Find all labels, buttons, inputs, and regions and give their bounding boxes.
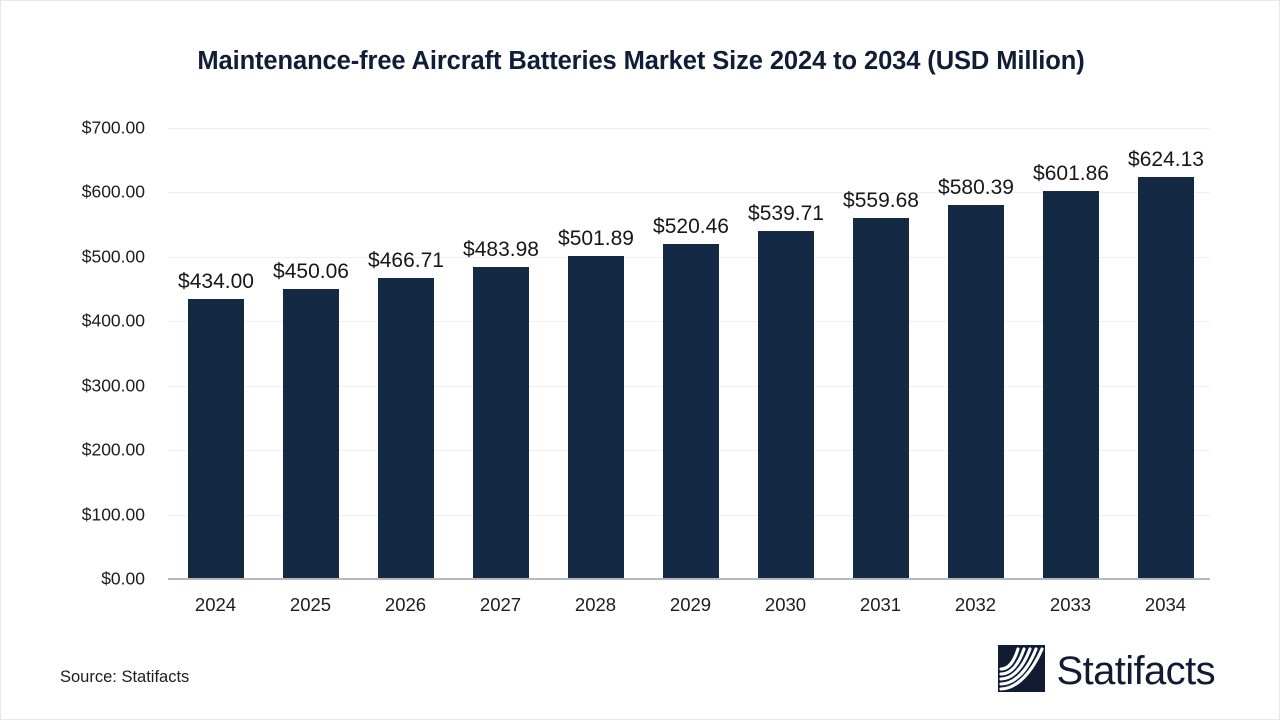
bar[interactable] — [948, 205, 1004, 579]
bar[interactable] — [1043, 191, 1099, 579]
x-tick-label: 2029 — [669, 594, 712, 615]
bar[interactable] — [758, 231, 814, 579]
bar[interactable] — [473, 267, 529, 579]
bar-group[interactable]: $466.71 — [358, 128, 453, 579]
bar-group[interactable]: $483.98 — [453, 128, 548, 579]
plot-area: $434.00 $450.06 $466.71 $483.98 $501.89 $520.… — [168, 128, 1210, 579]
gridline — [168, 192, 1210, 194]
x-tick-label: 2033 — [1049, 594, 1092, 615]
y-tick-label: $200.00 — [81, 439, 145, 460]
x-tick-label: 2031 — [859, 594, 902, 615]
bar-value-label: $434.00 — [178, 270, 254, 294]
bar-value-label: $601.86 — [1033, 162, 1109, 186]
x-tick-label: 2034 — [1144, 594, 1187, 615]
y-tick-label: $600.00 — [81, 181, 145, 202]
y-tick-label: $300.00 — [81, 375, 145, 396]
bar-value-label: $483.98 — [463, 238, 539, 262]
bar-group[interactable]: $539.71 — [738, 128, 833, 579]
x-tick-label: 2024 — [194, 594, 237, 615]
bar-group[interactable]: $624.13 — [1118, 128, 1213, 579]
bar-value-label: $580.39 — [938, 176, 1014, 200]
bar-value-label: $450.06 — [273, 260, 349, 284]
bar-group[interactable]: $501.89 — [548, 128, 643, 579]
bar[interactable] — [378, 278, 434, 579]
y-tick-label: $400.00 — [81, 310, 145, 331]
bar-value-label: $466.71 — [368, 249, 444, 273]
bar[interactable] — [853, 218, 909, 579]
chart-title: Maintenance-free Aircraft Batteries Mark… — [197, 47, 1085, 75]
bar-value-label: $501.89 — [558, 226, 634, 250]
bar-group[interactable]: $520.46 — [643, 128, 738, 579]
bar-group[interactable]: $580.39 — [928, 128, 1023, 579]
bar-group[interactable]: $450.06 — [263, 128, 358, 579]
brand-block: Statifacts — [998, 645, 1216, 697]
bar-value-label: $520.46 — [653, 214, 729, 238]
bar-group[interactable]: $434.00 — [168, 128, 263, 579]
bar[interactable] — [568, 255, 624, 579]
x-axis-line — [168, 578, 1210, 580]
bar[interactable] — [663, 243, 719, 579]
x-tick-label: 2025 — [289, 594, 332, 615]
bar-group[interactable]: $601.86 — [1023, 128, 1118, 579]
statifacts-logo-icon — [998, 645, 1046, 697]
x-tick-label: 2032 — [954, 594, 997, 615]
bar-value-label: $624.13 — [1128, 147, 1204, 171]
bar[interactable] — [283, 289, 339, 579]
bar[interactable] — [188, 299, 244, 579]
x-tick-label: 2028 — [574, 594, 617, 615]
source-note: Source: Statifacts — [60, 668, 190, 686]
y-tick-label: $500.00 — [81, 246, 145, 267]
y-tick-label: $0.00 — [101, 568, 145, 589]
x-tick-label: 2030 — [764, 594, 807, 615]
x-tick-label: 2027 — [479, 594, 522, 615]
y-tick-label: $100.00 — [81, 504, 145, 525]
bar-value-label: $559.68 — [843, 189, 919, 213]
brand-name: Statifacts — [1056, 649, 1215, 693]
bar[interactable] — [1138, 176, 1194, 579]
bar-group[interactable]: $559.68 — [833, 128, 928, 579]
bar-value-label: $539.71 — [748, 202, 824, 226]
x-tick-label: 2026 — [384, 594, 427, 615]
y-tick-label: $700.00 — [81, 117, 145, 138]
gridline — [168, 128, 1210, 129]
